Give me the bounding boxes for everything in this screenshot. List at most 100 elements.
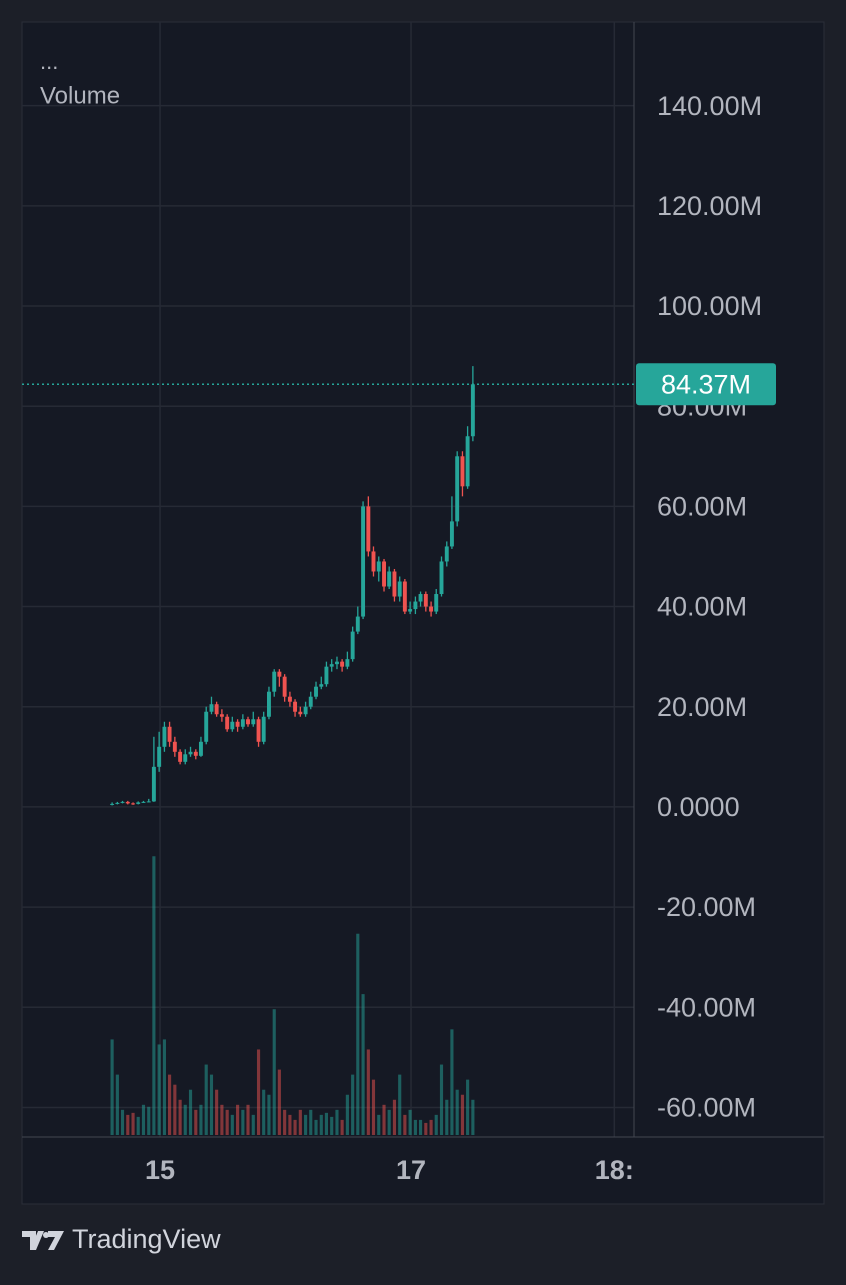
- volume-bars: [110, 856, 475, 1135]
- volume-bar: [199, 1104, 203, 1135]
- candle-body: [361, 506, 366, 617]
- candle-body: [314, 686, 318, 697]
- volume-bar: [413, 1119, 417, 1135]
- volume-bar: [204, 1064, 208, 1135]
- candle-body: [246, 719, 250, 725]
- candle-body: [303, 706, 308, 715]
- volume-bar: [335, 1109, 339, 1135]
- legend-more[interactable]: ...: [40, 49, 58, 74]
- grid: [22, 22, 634, 1137]
- volume-bar: [340, 1119, 344, 1135]
- logo-icon-part: [48, 1231, 64, 1250]
- candles: [110, 366, 475, 806]
- candle-body: [251, 719, 256, 725]
- volume-bar: [277, 1069, 281, 1135]
- volume-bar: [173, 1084, 177, 1135]
- volume-bar: [267, 1094, 271, 1135]
- candle-body: [162, 726, 167, 747]
- y-tick-label: -40.00M: [657, 992, 756, 1022]
- candle-body: [282, 676, 287, 697]
- candle-body: [214, 704, 219, 715]
- volume-bar: [110, 1039, 114, 1135]
- branding: TradingView: [72, 1224, 221, 1254]
- candle-body: [151, 766, 156, 802]
- last-price-box: [636, 363, 776, 406]
- volume-bar: [215, 1089, 219, 1135]
- volume-bar: [168, 1074, 172, 1135]
- volume-bar: [209, 1074, 214, 1135]
- y-tick-label: 120.00M: [657, 191, 762, 221]
- volume-bar: [439, 1064, 444, 1135]
- candle-body: [172, 741, 177, 752]
- volume-bar: [178, 1099, 182, 1135]
- candle-body: [371, 551, 376, 572]
- candle-body: [444, 546, 449, 562]
- candle-body: [340, 661, 345, 667]
- candle-body: [120, 801, 125, 803]
- y-tick-label: 140.00M: [657, 91, 762, 121]
- volume-bar: [455, 1089, 459, 1135]
- y-tick-label: -20.00M: [657, 892, 756, 922]
- last-price-label: 84.37M: [661, 369, 751, 399]
- y-tick-label: 60.00M: [657, 491, 747, 521]
- volume-bar: [403, 1114, 407, 1135]
- candle-body: [293, 701, 298, 712]
- candle-body: [324, 666, 329, 685]
- volume-bar: [157, 1044, 161, 1135]
- candle-body: [167, 726, 172, 742]
- candle-body: [235, 721, 240, 727]
- candle-body: [345, 659, 350, 667]
- volume-bar: [236, 1104, 240, 1135]
- volume-bar: [309, 1109, 313, 1135]
- candle-body: [198, 741, 203, 756]
- volume-bar: [351, 1074, 355, 1135]
- y-tick-label: 20.00M: [657, 692, 747, 722]
- candle-body: [335, 661, 339, 665]
- y-tick-label: -60.00M: [657, 1093, 756, 1123]
- indicator-label: Volume: [40, 82, 120, 109]
- candle-body: [298, 711, 303, 715]
- logo-dot: [43, 1232, 49, 1238]
- volume-bar: [418, 1119, 423, 1135]
- volume-bar: [272, 1009, 276, 1135]
- logo-icon: [22, 1231, 44, 1250]
- candle-body: [287, 696, 292, 702]
- volume-bar: [345, 1094, 349, 1135]
- volume-bar: [256, 1049, 261, 1135]
- volume-bar: [460, 1094, 465, 1135]
- candle-body: [465, 436, 470, 487]
- candle-body: [146, 801, 151, 803]
- candle-body: [392, 571, 397, 597]
- volume-bar: [194, 1109, 198, 1135]
- candle-body: [240, 719, 245, 727]
- volume-bar: [361, 994, 365, 1135]
- volume-bar: [387, 1109, 391, 1135]
- candle-body: [382, 561, 386, 587]
- candle-body: [272, 671, 277, 692]
- volume-bar: [136, 1116, 140, 1135]
- volume-bar: [450, 1029, 454, 1135]
- candle-body: [178, 751, 183, 762]
- candle-body: [183, 754, 188, 762]
- candle-body: [256, 719, 261, 742]
- volume-bar: [220, 1104, 224, 1135]
- volume-bar: [183, 1104, 187, 1135]
- volume-bar: [324, 1112, 328, 1135]
- volume-bar: [330, 1116, 334, 1135]
- volume-bar: [434, 1114, 438, 1135]
- candle-body: [136, 802, 141, 804]
- volume-bar: [319, 1114, 323, 1135]
- volume-bar: [371, 1079, 376, 1135]
- volume-bar: [377, 1114, 381, 1135]
- candle-body: [429, 606, 434, 612]
- candle-body: [193, 751, 198, 756]
- volume-bar: [131, 1112, 135, 1135]
- volume-bar: [298, 1109, 302, 1135]
- tradingview-logo[interactable]: TradingView: [22, 1224, 221, 1254]
- candle-body: [141, 801, 146, 803]
- candle-body: [157, 746, 162, 767]
- candle-body: [397, 581, 402, 597]
- candle-body: [209, 704, 214, 712]
- candle-body: [110, 803, 115, 805]
